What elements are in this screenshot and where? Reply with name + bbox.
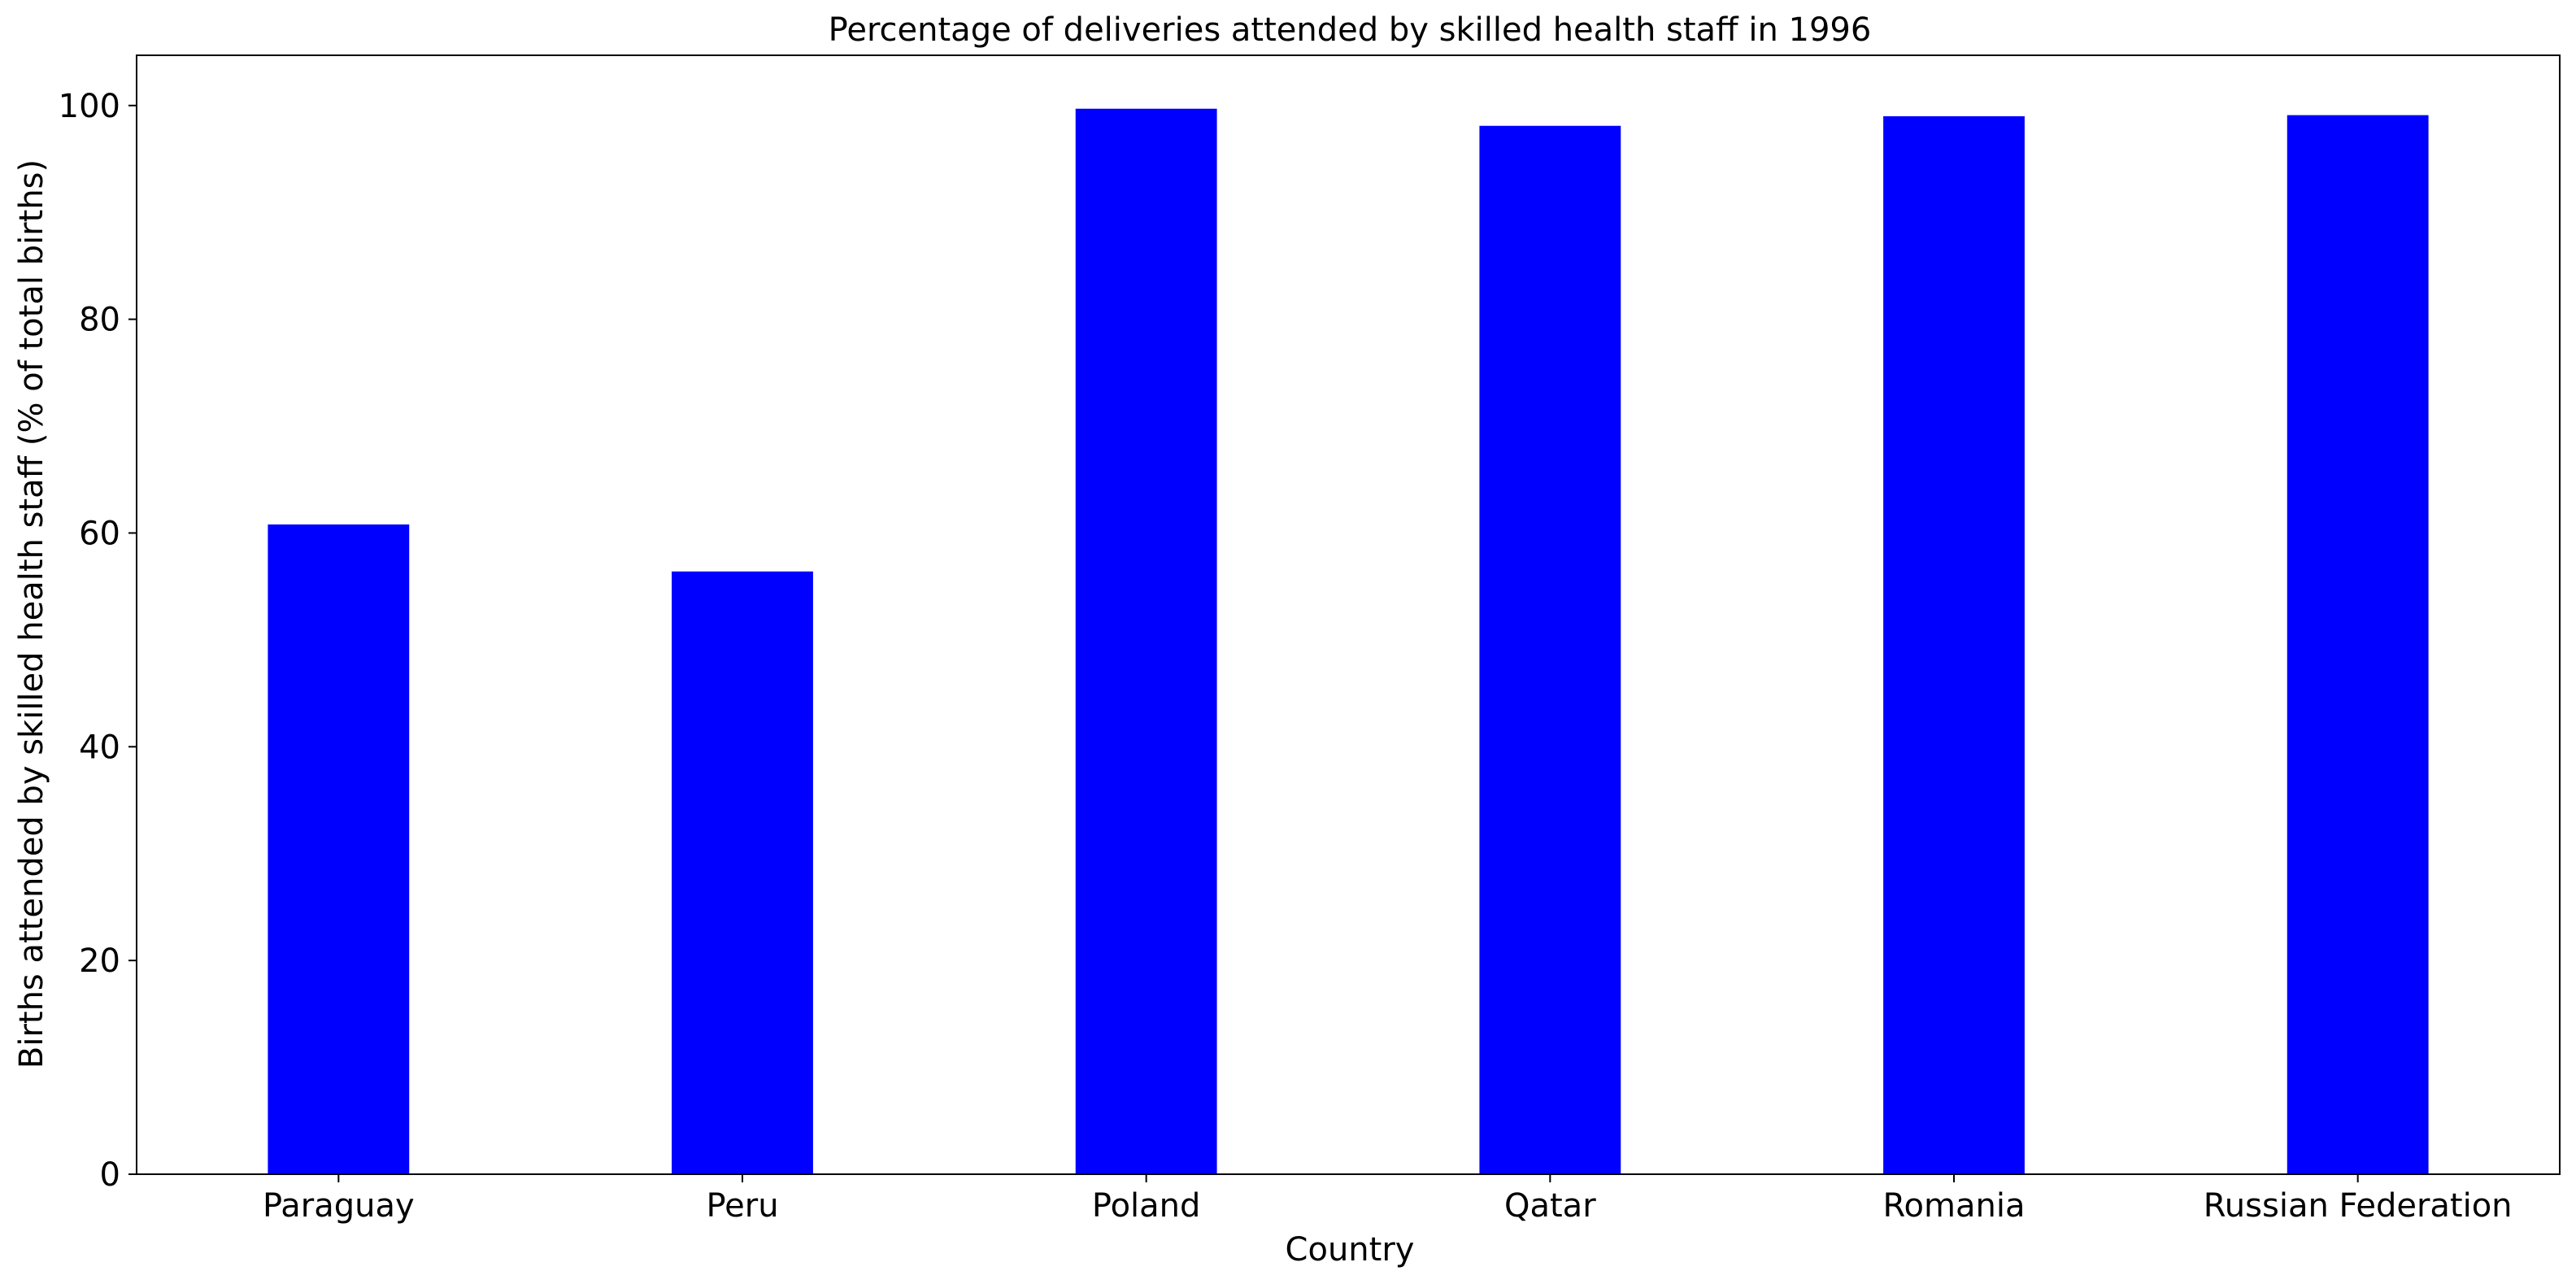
x-tick-label: Russian Federation xyxy=(2204,1187,2513,1225)
x-tick-label: Qatar xyxy=(1504,1187,1596,1225)
y-tick-label: 80 xyxy=(79,302,120,339)
x-tick-label: Peru xyxy=(706,1187,778,1225)
x-tick-label: Paraguay xyxy=(263,1187,415,1225)
y-axis-label: Births attended by skilled health staff … xyxy=(13,159,50,1069)
x-tick-label: Romania xyxy=(1883,1187,2026,1225)
y-tick-label: 40 xyxy=(79,729,120,766)
y-tick-label: 0 xyxy=(100,1156,120,1194)
x-tick-label: Poland xyxy=(1092,1187,1201,1225)
y-tick-label: 60 xyxy=(79,515,120,552)
axes-frame xyxy=(136,54,2561,1175)
bar-romania xyxy=(1883,115,2025,1174)
chart-title: Percentage of deliveries attended by ski… xyxy=(829,11,1872,49)
x-axis-label: Country xyxy=(1286,1231,1415,1269)
bar-russian-federation xyxy=(2287,115,2429,1175)
plot-area: Paraguay Peru Poland Qatar Romania Russian Fe… xyxy=(59,54,2561,1225)
bar-qatar xyxy=(1479,125,1621,1175)
bar-peru xyxy=(672,571,813,1174)
y-tick-label: 20 xyxy=(79,942,120,980)
y-tick-label: 100 xyxy=(59,88,120,125)
bar-poland xyxy=(1075,108,1217,1175)
bar-paraguay xyxy=(268,524,410,1174)
